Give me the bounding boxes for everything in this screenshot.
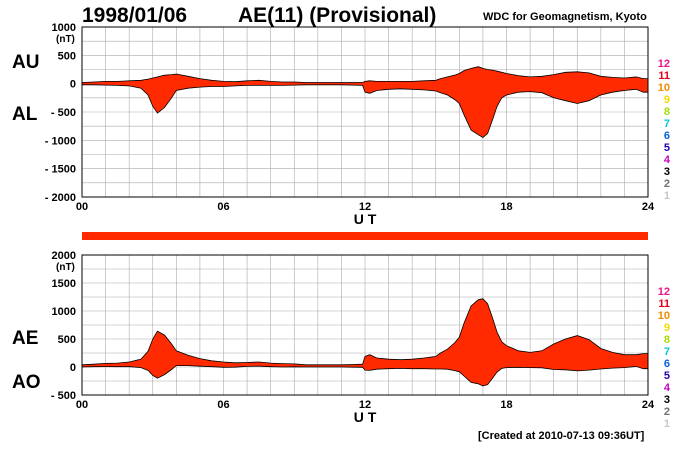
top-xtick-label: 24 <box>642 201 655 213</box>
top-xaxis-label: U T <box>354 211 377 227</box>
bottom-legend-12: 12 <box>658 286 670 298</box>
bottom-xtick-label: 06 <box>217 399 229 411</box>
top-legend-3: 3 <box>664 166 670 178</box>
data-source-label: WDC for Geomagnetism, Kyoto <box>483 11 647 23</box>
top-band-fill <box>82 66 648 138</box>
top-legend-12: 12 <box>658 58 670 70</box>
top-legend-11: 11 <box>658 70 670 82</box>
bottom-legend-2: 2 <box>664 406 670 418</box>
bottom-xtick-label: 24 <box>642 399 655 411</box>
bottom-ytick-label: - 500 <box>51 390 76 402</box>
bottom-legend-5: 5 <box>664 370 670 382</box>
created-timestamp: [Created at 2010-07-13 09:36UT] <box>478 430 645 442</box>
bottom-series-ao-line <box>81 365 648 387</box>
top-ytick-label: - 1500 <box>45 164 76 176</box>
bottom-xtick-label: 18 <box>500 399 512 411</box>
top-legend-2: 2 <box>664 178 670 190</box>
bottom-ytick-label: 0 <box>70 362 76 374</box>
top-legend-10: 10 <box>658 82 670 94</box>
top-xtick-label: 00 <box>76 201 88 213</box>
top-xtick-label: 06 <box>217 201 229 213</box>
top-ytick-label: 1000 <box>52 22 76 34</box>
top-ytick-label: - 2000 <box>45 192 76 204</box>
top-legend-8: 8 <box>664 106 670 118</box>
top-xtick-label: 18 <box>500 201 512 213</box>
bottom-legend-6: 6 <box>664 358 670 370</box>
top-legend-5: 5 <box>664 142 670 154</box>
top-legend-9: 9 <box>664 94 670 106</box>
bottom-legend-4: 4 <box>664 382 671 394</box>
bottom-xtick-label: 12 <box>359 399 371 411</box>
top-plot-frame <box>81 26 649 198</box>
bottom-xaxis-label: U T <box>354 409 377 425</box>
chart-date: 1998/01/06 <box>82 4 188 27</box>
bottom-series-ae-line <box>81 298 648 366</box>
bottom-xtick-label: 00 <box>76 399 88 411</box>
top-ytick-label: 500 <box>58 50 76 62</box>
bottom-legend-10: 10 <box>658 310 670 322</box>
bottom-legend-9: 9 <box>664 322 670 334</box>
top-legend-7: 7 <box>664 118 670 130</box>
top-ytick-label: - 1000 <box>45 135 76 147</box>
top-series-au-line <box>81 66 648 83</box>
bottom-legend-1: 1 <box>664 418 670 430</box>
bottom-ytick-label: 2000 <box>52 250 76 262</box>
bottom-legend-3: 3 <box>664 394 670 406</box>
bottom-ytick-label: 1000 <box>52 306 76 318</box>
top-legend-6: 6 <box>664 130 670 142</box>
top-ytick-label: - 500 <box>51 107 76 119</box>
panel-separator-bar <box>82 232 648 240</box>
bottom-legend-11: 11 <box>658 298 670 310</box>
top-series-al-line <box>82 84 648 138</box>
ae-axis-label: AE <box>12 328 39 349</box>
top-xtick-label: 12 <box>359 201 371 213</box>
top-legend-1: 1 <box>664 190 670 202</box>
au-axis-label: AU <box>12 52 40 73</box>
bottom-band-fill <box>82 298 648 386</box>
bottom-legend-8: 8 <box>664 334 670 346</box>
chart-title: AE(11) (Provisional) <box>238 4 437 27</box>
top-legend-4: 4 <box>664 154 671 166</box>
bottom-ytick-label: 1500 <box>52 278 76 290</box>
top-ytick-label: 0 <box>70 79 76 91</box>
al-axis-label: AL <box>12 104 38 125</box>
bottom-legend-7: 7 <box>664 346 670 358</box>
ao-axis-label: AO <box>12 372 41 393</box>
bottom-plot-frame <box>81 254 649 396</box>
top-unit-label: (nT) <box>56 34 75 45</box>
bottom-ytick-label: 500 <box>58 334 76 346</box>
bottom-unit-label: (nT) <box>56 262 75 273</box>
